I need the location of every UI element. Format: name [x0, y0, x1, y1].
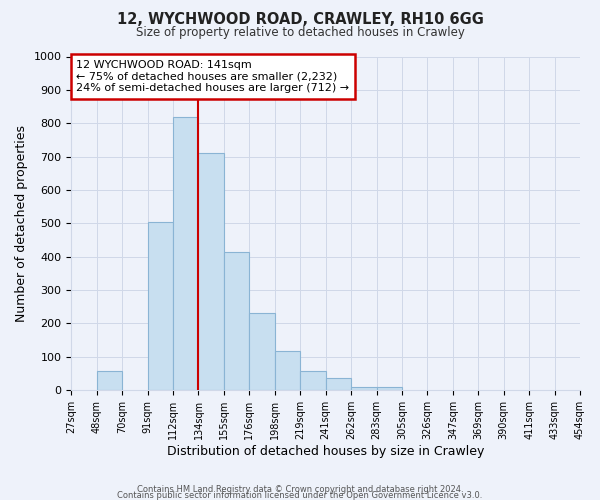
Bar — [199, 153, 224, 390]
Bar — [351, 386, 377, 390]
Text: Contains public sector information licensed under the Open Government Licence v3: Contains public sector information licen… — [118, 491, 482, 500]
Text: 12, WYCHWOOD ROAD, CRAWLEY, RH10 6GG: 12, WYCHWOOD ROAD, CRAWLEY, RH10 6GG — [116, 12, 484, 28]
Text: Size of property relative to detached houses in Crawley: Size of property relative to detached ho… — [136, 26, 464, 39]
Bar — [173, 116, 199, 390]
Bar — [326, 378, 351, 390]
Bar — [300, 371, 326, 390]
Bar — [250, 312, 275, 390]
X-axis label: Distribution of detached houses by size in Crawley: Distribution of detached houses by size … — [167, 444, 484, 458]
Bar — [275, 351, 300, 390]
Bar — [224, 252, 250, 390]
Text: 12 WYCHWOOD ROAD: 141sqm
← 75% of detached houses are smaller (2,232)
24% of sem: 12 WYCHWOOD ROAD: 141sqm ← 75% of detach… — [76, 60, 349, 93]
Bar — [377, 386, 402, 390]
Text: Contains HM Land Registry data © Crown copyright and database right 2024.: Contains HM Land Registry data © Crown c… — [137, 484, 463, 494]
Y-axis label: Number of detached properties: Number of detached properties — [15, 124, 28, 322]
Bar — [97, 371, 122, 390]
Bar — [148, 222, 173, 390]
